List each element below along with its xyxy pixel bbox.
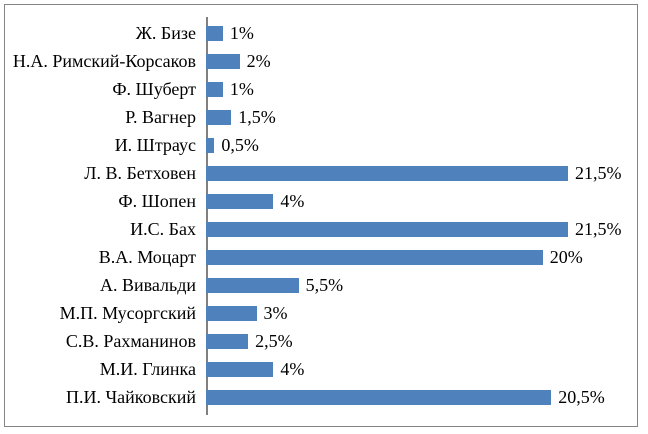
chart-row: Ф. Шопен 4% <box>5 187 637 215</box>
bar <box>206 137 215 153</box>
chart-row: И. Штраус 0,5% <box>5 131 637 159</box>
category-label: Л. В. Бетховен <box>84 163 196 183</box>
value-label: 2% <box>246 51 271 71</box>
value-label: 4% <box>280 191 305 211</box>
chart-row: С.В. Рахманинов 2,5% <box>5 327 637 355</box>
chart-row: М.П. Мусоргский 3% <box>5 299 637 327</box>
category-label: П.И. Чайковский <box>65 387 196 407</box>
value-label: 2,5% <box>255 331 293 351</box>
bar-zone: 20% <box>206 243 627 271</box>
value-label: 3% <box>263 303 288 323</box>
category-label: М.П. Мусоргский <box>59 303 196 323</box>
bar <box>206 25 223 41</box>
value-label: 20,5% <box>558 387 605 407</box>
bar-zone: 21,5% <box>206 215 627 243</box>
category-label: Ф. Шуберт <box>112 79 196 99</box>
category-label: И. Штраус <box>114 135 196 155</box>
value-label: 20% <box>549 247 583 267</box>
bar <box>206 249 543 265</box>
category-label: А. Вивальди <box>99 275 196 295</box>
bar-zone: 4% <box>206 187 627 215</box>
category-label: С.В. Рахманинов <box>65 331 196 351</box>
bar <box>206 389 552 405</box>
bar <box>206 221 569 237</box>
bar <box>206 81 223 97</box>
bar-zone: 20,5% <box>206 383 627 411</box>
chart-row: В.А. Моцарт 20% <box>5 243 637 271</box>
value-label: 1% <box>229 79 254 99</box>
bar-zone: 4% <box>206 355 627 383</box>
category-label: В.А. Моцарт <box>98 247 196 267</box>
category-label: Ф. Шопен <box>118 191 196 211</box>
bar <box>206 165 569 181</box>
category-label: Ж. Бизе <box>135 23 196 43</box>
bar-zone: 1% <box>206 19 627 47</box>
category-label: Н.А. Римский-Корсаков <box>12 51 196 71</box>
chart-row: Н.А. Римский-Корсаков 2% <box>5 47 637 75</box>
value-label: 1% <box>229 23 254 43</box>
category-label: И.С. Бах <box>130 219 196 239</box>
chart-row: М.И. Глинка 4% <box>5 355 637 383</box>
value-label: 21,5% <box>575 163 622 183</box>
value-label: 21,5% <box>575 219 622 239</box>
bar-zone: 2% <box>206 47 627 75</box>
bar <box>206 109 232 125</box>
category-label: М.И. Глинка <box>99 359 196 379</box>
value-label: 5,5% <box>305 275 344 295</box>
category-label: Р. Вагнер <box>125 107 196 127</box>
bar-zone: 1% <box>206 75 627 103</box>
bar-zone: 21,5% <box>206 159 627 187</box>
bar-zone: 0,5% <box>206 131 627 159</box>
value-label: 1,5% <box>238 107 276 127</box>
chart-row: Л. В. Бетховен 21,5% <box>5 159 637 187</box>
bar-zone: 3% <box>206 299 627 327</box>
value-label: 0,5% <box>221 135 259 155</box>
chart-row: Р. Вагнер 1,5% <box>5 103 637 131</box>
bar <box>206 333 249 349</box>
chart-row: П.И. Чайковский 20,5% <box>5 383 637 411</box>
chart-row: Ф. Шуберт 1% <box>5 75 637 103</box>
bar-zone: 2,5% <box>206 327 627 355</box>
bar-zone: 1,5% <box>206 103 627 131</box>
bar <box>206 305 257 321</box>
bar <box>206 193 274 209</box>
bar-chart: Ж. Бизе 1% Н.А. Римский-Корсаков 2% Ф. Шубер… <box>5 19 637 411</box>
chart-row: Ж. Бизе 1% <box>5 19 637 47</box>
chart-frame: Ж. Бизе 1% Н.А. Римский-Корсаков 2% Ф. Шубер… <box>4 4 638 427</box>
bar <box>206 277 299 293</box>
bar <box>206 361 274 377</box>
value-label: 4% <box>280 359 305 379</box>
chart-row: А. Вивальди 5,5% <box>5 271 637 299</box>
category-axis-line <box>206 17 208 415</box>
chart-row: И.С. Бах 21,5% <box>5 215 637 243</box>
bar <box>206 53 240 69</box>
bar-zone: 5,5% <box>206 271 627 299</box>
